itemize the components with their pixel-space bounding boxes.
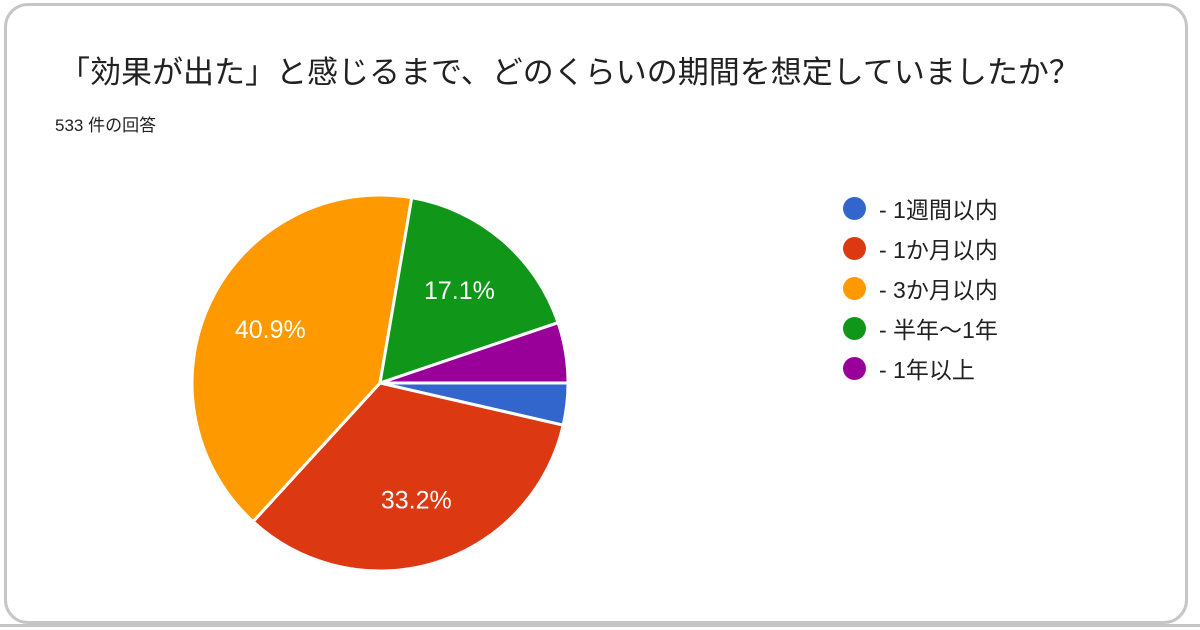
pie-slice-label-within-1-month: 33.2% bbox=[381, 486, 452, 514]
form-response-card: 「効果が出た」と感じるまで、どのくらいの期間を想定していましたか？ 533 件の… bbox=[4, 3, 1188, 624]
legend-item-6-months-to-1-year: - 半年〜1年 bbox=[843, 308, 998, 348]
pie-slice-label-6-months-to-1-year: 17.1% bbox=[424, 277, 495, 305]
legend-swatch-icon bbox=[843, 316, 866, 340]
legend-item-within-3-months: - 3か月以内 bbox=[843, 268, 998, 308]
legend-swatch-icon bbox=[843, 356, 866, 380]
legend-item-within-1-month: - 1か月以内 bbox=[843, 228, 998, 268]
pie-slice-within-1-month[interactable] bbox=[251, 381, 565, 573]
legend-item-within-1-week: - 1週間以内 bbox=[843, 188, 998, 228]
pie-slice-over-1-year[interactable] bbox=[378, 321, 570, 385]
legend-label: - 1年以上 bbox=[879, 357, 975, 383]
legend-label: - 1か月以内 bbox=[879, 237, 998, 263]
pie-chart: 33.2% 40.9% 17.1% bbox=[190, 193, 570, 573]
legend-swatch-icon bbox=[843, 196, 866, 220]
bottom-divider-line bbox=[0, 624, 1200, 627]
question-title: 「効果が出た」と感じるまで、どのくらいの期間を想定していましたか？ bbox=[59, 55, 1080, 90]
legend-label: - 半年〜1年 bbox=[879, 317, 998, 343]
legend-item-over-1-year: - 1年以上 bbox=[843, 348, 998, 388]
legend-swatch-icon bbox=[843, 236, 866, 260]
chart-legend: - 1週間以内 - 1か月以内 - 3か月以内 - 半年〜1年 - 1年以上 bbox=[843, 188, 998, 388]
legend-label: - 3か月以内 bbox=[879, 277, 998, 303]
legend-swatch-icon bbox=[843, 276, 866, 300]
legend-label: - 1週間以内 bbox=[879, 197, 998, 223]
pie-slice-within-3-months[interactable] bbox=[190, 193, 414, 524]
pie-slice-label-within-3-months: 40.9% bbox=[235, 316, 306, 344]
response-count: 533 件の回答 bbox=[55, 116, 157, 135]
